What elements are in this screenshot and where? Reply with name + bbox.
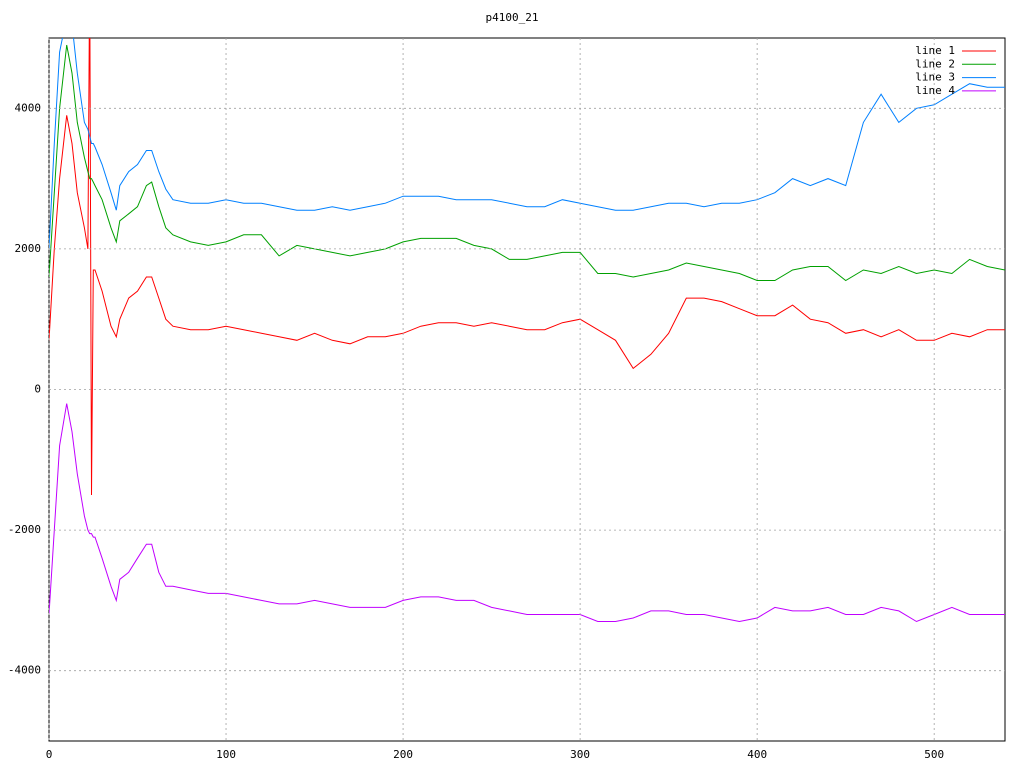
x-tick-label: 400 [747,748,767,761]
x-tick-label: 0 [46,748,53,761]
legend-label: line 4 [915,84,955,97]
x-tick-label: 100 [216,748,236,761]
x-tick-label: 500 [924,748,944,761]
plot-frame [48,37,1006,742]
y-tick-label: 0 [34,383,41,396]
series-layer [49,38,1005,623]
x-tick-label: 300 [570,748,590,761]
series-line [49,38,1005,249]
series-line [49,44,1005,282]
y-tick-label: 4000 [15,101,42,114]
legend-label: line 3 [915,71,955,84]
legend-label: line 1 [915,44,955,57]
x-tick-label: 200 [393,748,413,761]
legend-label: line 2 [915,57,955,70]
chart-title: p4100_21 [486,11,539,24]
y-tick-label: -2000 [8,523,41,536]
y-tick-label: 2000 [15,242,42,255]
series-line [49,403,1005,623]
series-line [49,38,1005,496]
y-tick-label: -4000 [8,664,41,677]
